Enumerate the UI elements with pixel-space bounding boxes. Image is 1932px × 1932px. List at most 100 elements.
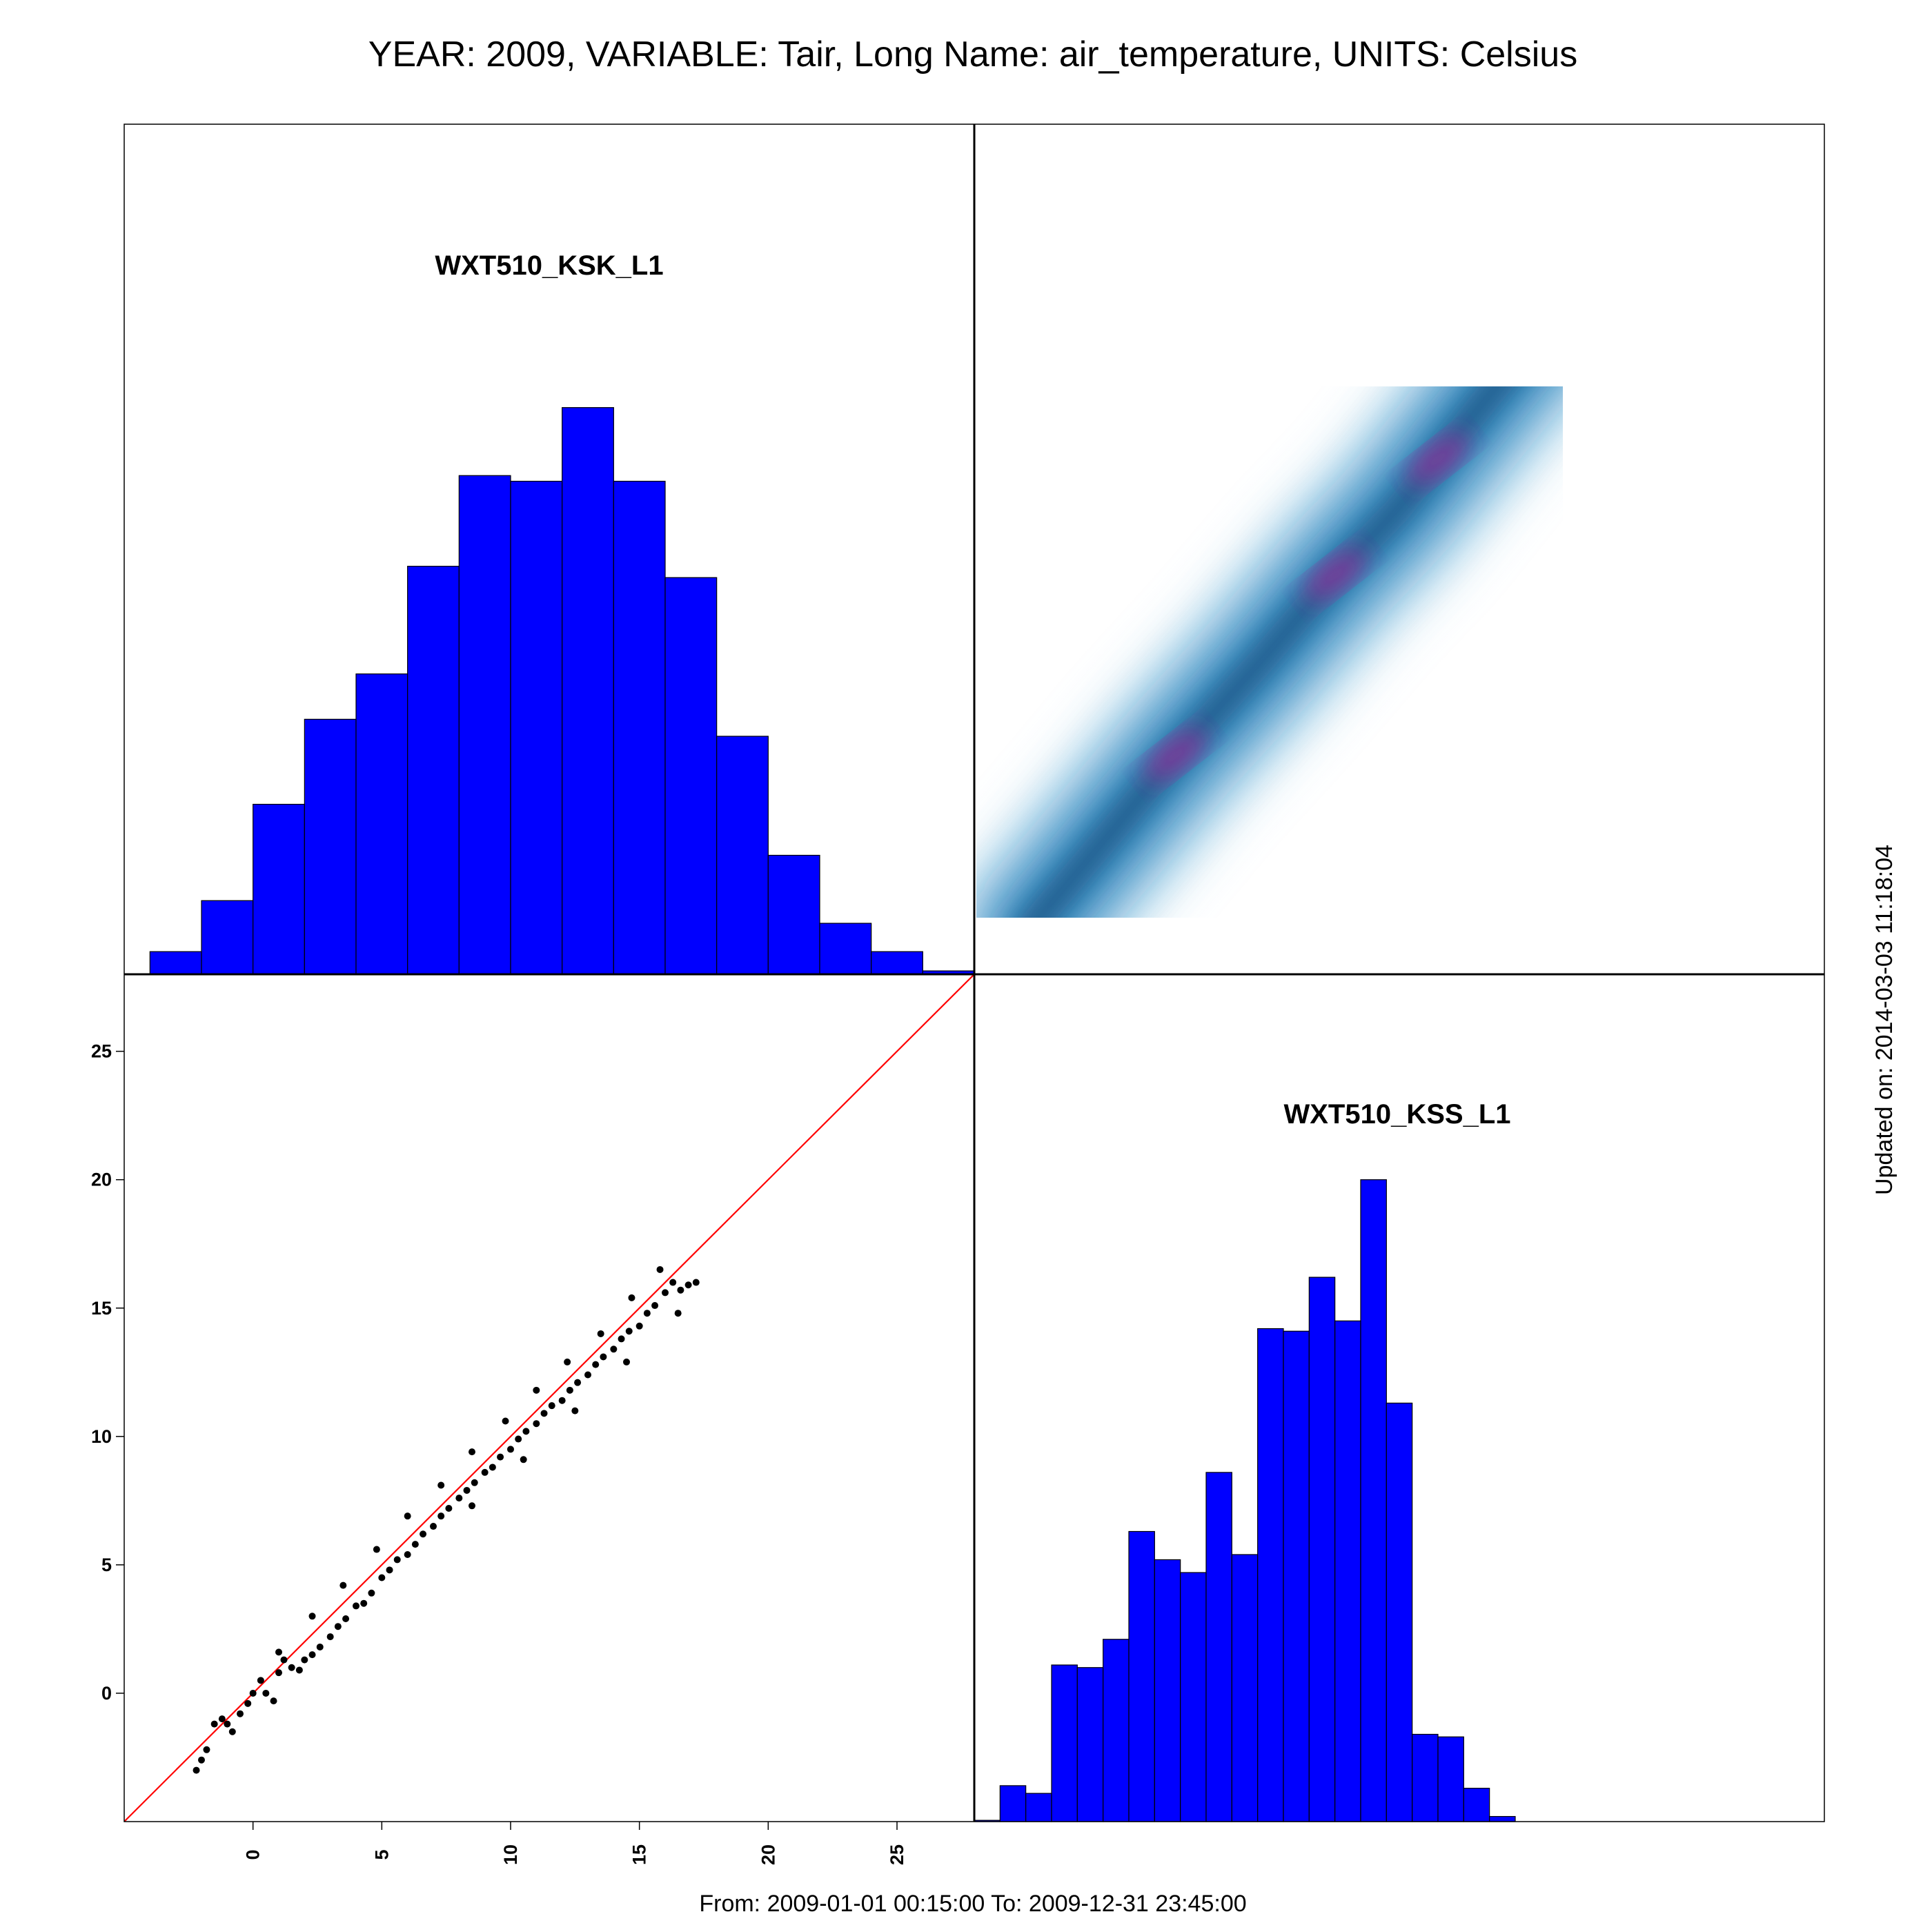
scatter-point [502, 1417, 509, 1425]
scatter-point [520, 1456, 527, 1463]
scatter-point [566, 1386, 573, 1394]
scatter-point [643, 1310, 651, 1317]
scatter-point [558, 1397, 566, 1404]
scatter-point [244, 1699, 252, 1707]
kss-histogram-bar-17 [1412, 1733, 1439, 1822]
scatter-point [471, 1479, 478, 1486]
x-tick-label: 25 [887, 1844, 907, 1865]
scatter-point [262, 1689, 270, 1697]
ksk-histogram-bar-12 [767, 854, 820, 975]
scatter-point [308, 1613, 316, 1620]
kss-histogram-bar-19 [1463, 1788, 1490, 1822]
ksk-histogram-bar-13 [819, 923, 872, 975]
scatter-point [378, 1574, 386, 1581]
scatter-point [218, 1715, 226, 1723]
x-tick-label: 0 [243, 1849, 264, 1860]
scatter-point [275, 1648, 282, 1656]
scatter-point [420, 1530, 427, 1538]
x-tick-label: 10 [500, 1844, 521, 1865]
scatter-point [455, 1495, 463, 1502]
scatter-point [677, 1286, 684, 1294]
y-tick-label: 25 [91, 1041, 112, 1062]
scatter-point [635, 1322, 643, 1330]
scatter-point [430, 1523, 437, 1530]
scatter-point [628, 1294, 635, 1301]
panel-top-right [976, 386, 1563, 918]
panel-title-kss: WXT510_KSS_L1 [1283, 1099, 1510, 1130]
density-core [1021, 386, 1515, 918]
kss-histogram-bar-1 [999, 1785, 1027, 1822]
kss-histogram-bar-5 [1103, 1639, 1130, 1822]
scatter-point [353, 1602, 359, 1610]
scatter-point [237, 1710, 244, 1717]
kss-histogram-bar-13 [1308, 1276, 1336, 1822]
scatter-point [600, 1353, 607, 1361]
scatter-point [463, 1486, 471, 1494]
scatter-point [481, 1468, 489, 1476]
kss-histogram-bar-2 [1025, 1793, 1052, 1822]
scatter-point [651, 1302, 659, 1310]
kss-histogram-bar-9 [1205, 1472, 1232, 1822]
scatter-point [280, 1656, 288, 1664]
y-tick-label: 0 [101, 1683, 112, 1704]
ksk-histogram-bar-7 [510, 480, 563, 975]
scatter-point [571, 1407, 579, 1414]
kss-histogram-bar-20 [1489, 1815, 1516, 1822]
scatter-point [533, 1420, 540, 1428]
panel-bottom-left [124, 974, 974, 1822]
scatter-point [288, 1664, 295, 1671]
scatter-point [597, 1330, 604, 1337]
panel-bottom-right: WXT510_KSS_L1 [974, 1099, 1516, 1822]
scatter-point [618, 1335, 625, 1343]
kss-histogram-bar-7 [1154, 1559, 1181, 1822]
scatter-point [301, 1656, 308, 1664]
scatter-point [386, 1566, 393, 1574]
scatter-point [334, 1623, 342, 1630]
scatter-point [411, 1541, 419, 1548]
kss-histogram-bar-16 [1386, 1402, 1413, 1822]
scatter-point [662, 1289, 669, 1297]
scatter-point [339, 1581, 347, 1589]
ksk-histogram-bar-0 [149, 951, 202, 975]
ksk-histogram-bar-4 [355, 673, 408, 975]
y-tick-label: 20 [91, 1170, 112, 1190]
density-peak-6 [1406, 433, 1470, 486]
scatter-point [437, 1512, 445, 1520]
scatter-point [564, 1358, 571, 1366]
scatter-point [203, 1746, 210, 1753]
scatter-point [533, 1386, 540, 1394]
scatter-point [522, 1428, 530, 1435]
panel-top-left: WXT510_KSK_L1 [149, 250, 975, 975]
scatter-point [224, 1720, 231, 1728]
scatter-point [342, 1615, 350, 1623]
y-tick-label: 10 [91, 1426, 112, 1447]
scatter-point [368, 1589, 375, 1597]
x-tick-label: 15 [629, 1844, 650, 1865]
kss-histogram-bar-8 [1180, 1572, 1207, 1822]
scatter-point [360, 1599, 368, 1607]
scatter-point [684, 1281, 692, 1289]
scatter-point [592, 1361, 600, 1368]
kss-histogram-bar-18 [1437, 1736, 1464, 1822]
scatter-point [669, 1279, 677, 1286]
scatter-point [210, 1720, 218, 1728]
scatter-point [249, 1689, 257, 1697]
scatter-point [623, 1358, 630, 1366]
x-tick-label: 20 [758, 1844, 778, 1865]
kss-histogram-bar-11 [1257, 1328, 1284, 1822]
ksk-histogram-bar-1 [201, 900, 254, 975]
scatter-point [404, 1550, 411, 1558]
panel-title-ksk: WXT510_KSK_L1 [435, 250, 663, 281]
scatter-point [445, 1505, 453, 1512]
x-tick-label: 5 [371, 1849, 392, 1860]
matrix-frame [124, 124, 1825, 1822]
chart-title: YEAR: 2009, VARIABLE: Tair, Long Name: a… [368, 34, 1577, 75]
kss-histogram-bar-3 [1051, 1664, 1078, 1822]
kss-histogram-bar-6 [1128, 1530, 1155, 1822]
scatter-plot-area [124, 974, 974, 1822]
scatter-point [326, 1633, 334, 1641]
identity-line [124, 974, 974, 1822]
scatter-point [610, 1346, 618, 1353]
scatter-point [295, 1666, 303, 1674]
